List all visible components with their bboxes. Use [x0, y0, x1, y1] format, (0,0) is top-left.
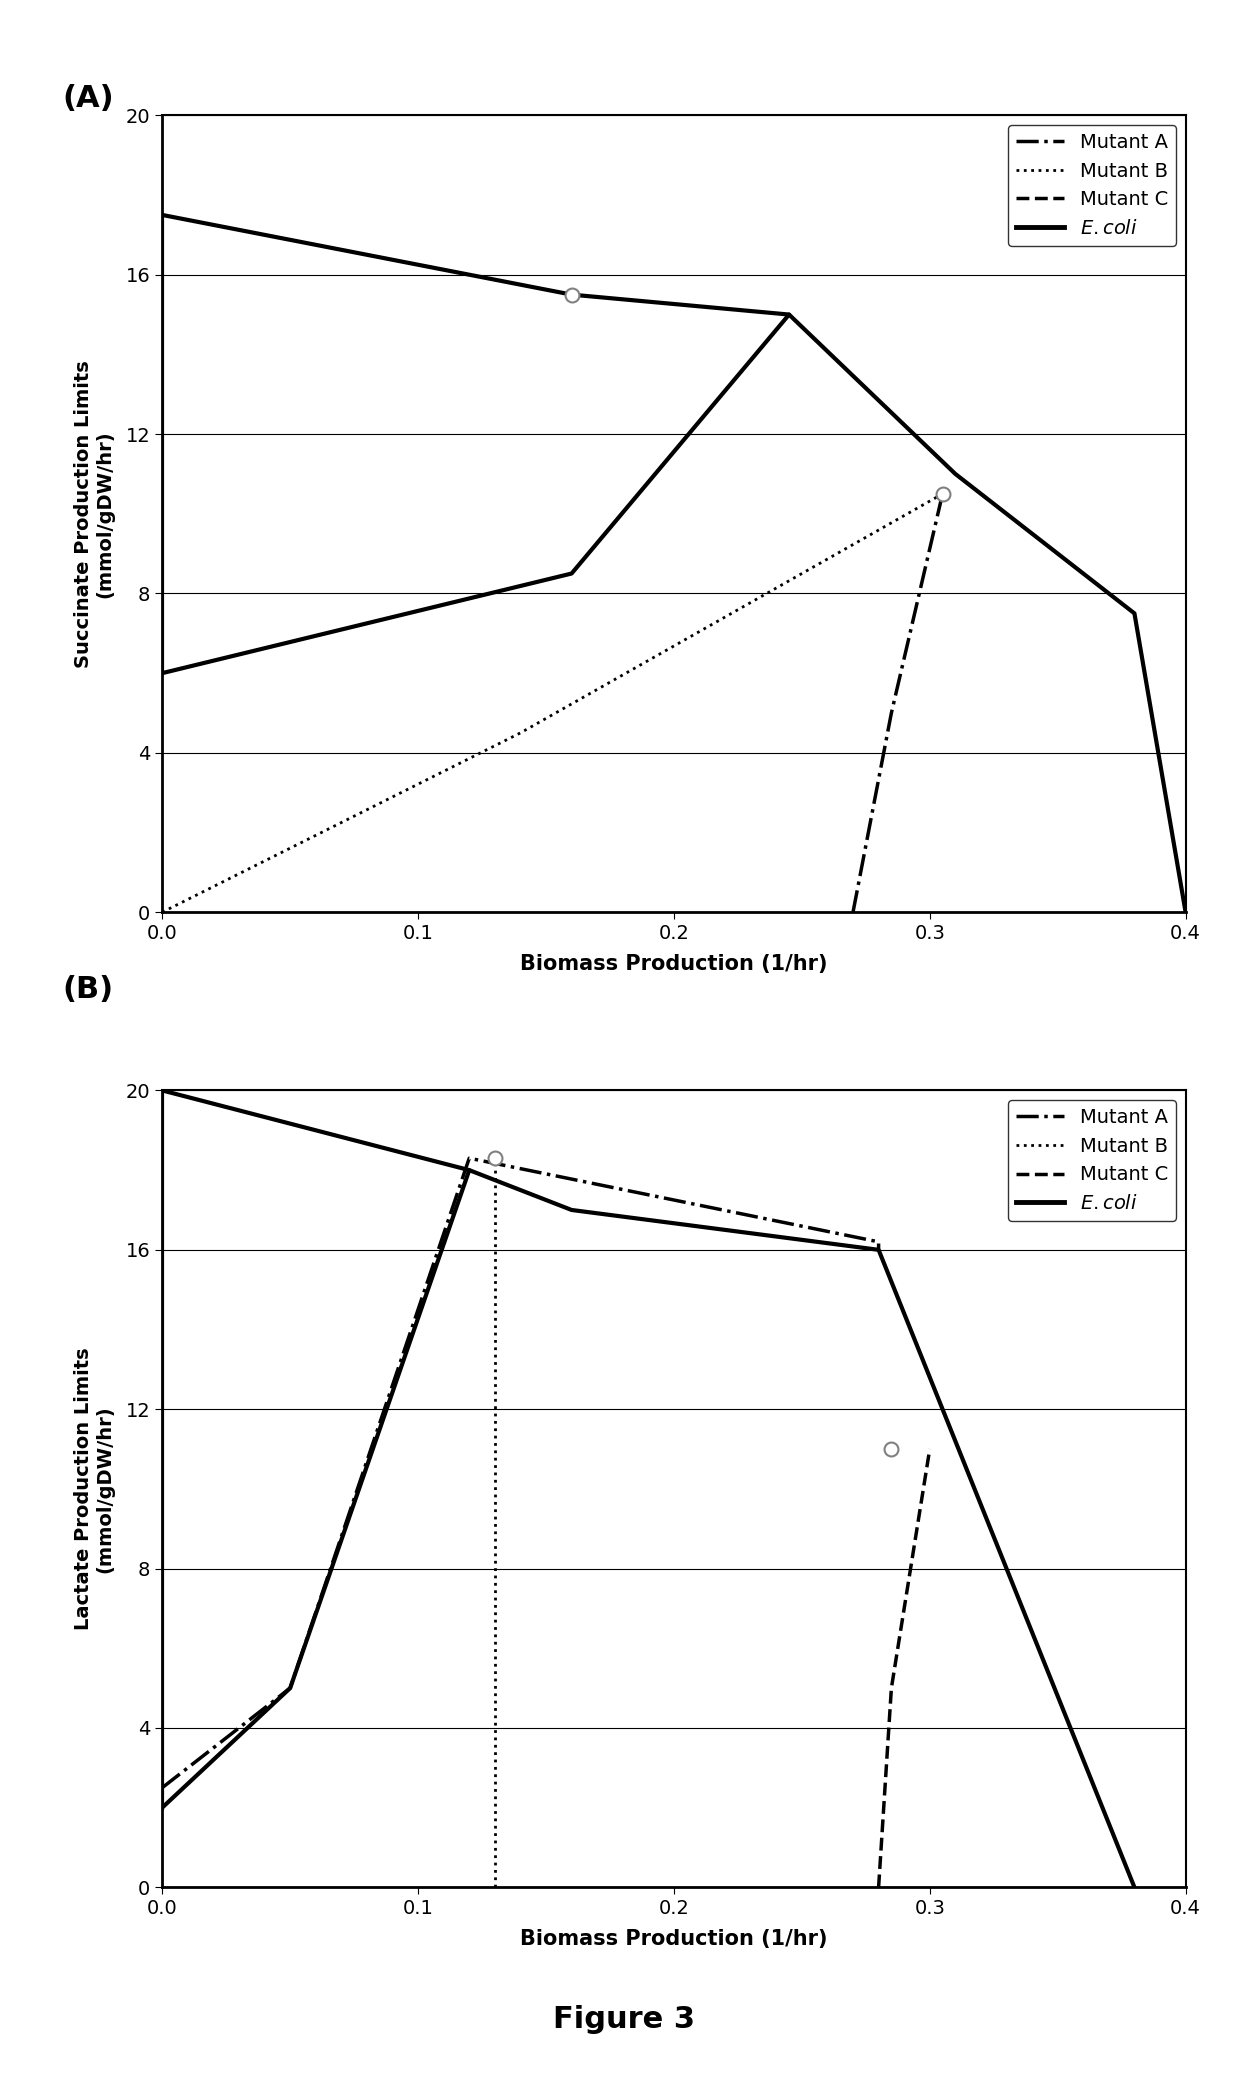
- Mutant C: [922, 1436, 937, 1462]
- Mutant C: [884, 1676, 899, 1701]
- Mutant A: [845, 900, 860, 925]
- Mutant A: [155, 1774, 170, 1799]
- Mutant A: [884, 700, 899, 726]
- Mutant A: [871, 1229, 886, 1254]
- Mutant A: [282, 1676, 297, 1701]
- Text: (A): (A): [62, 84, 114, 113]
- Text: Figure 3: Figure 3: [553, 2005, 695, 2034]
- Mutant A: [871, 1237, 886, 1262]
- Legend: Mutant A, Mutant B, Mutant C, $E. coli$: Mutant A, Mutant B, Mutant C, $E. coli$: [1008, 1101, 1176, 1220]
- Legend: Mutant A, Mutant B, Mutant C, $E. coli$: Mutant A, Mutant B, Mutant C, $E. coli$: [1008, 126, 1176, 245]
- Mutant A: [462, 1145, 477, 1170]
- Mutant C: [871, 1875, 886, 1900]
- X-axis label: Biomass Production (1/hr): Biomass Production (1/hr): [520, 1929, 827, 1950]
- X-axis label: Biomass Production (1/hr): Biomass Production (1/hr): [520, 954, 827, 975]
- Y-axis label: Lactate Production Limits
(mmol/gDW/hr): Lactate Production Limits (mmol/gDW/hr): [74, 1348, 115, 1629]
- Mutant B: [155, 900, 170, 925]
- Line: Mutant B: Mutant B: [162, 495, 942, 912]
- Text: (B): (B): [62, 975, 114, 1004]
- Line: Mutant A: Mutant A: [162, 1158, 879, 1787]
- Y-axis label: Succinate Production Limits
(mmol/gDW/hr): Succinate Production Limits (mmol/gDW/hr…: [74, 361, 115, 667]
- Line: Mutant C: Mutant C: [879, 1449, 930, 1887]
- Mutant A: [935, 482, 950, 507]
- Mutant B: [513, 721, 528, 747]
- Line: Mutant A: Mutant A: [852, 495, 942, 912]
- Mutant B: [935, 482, 950, 507]
